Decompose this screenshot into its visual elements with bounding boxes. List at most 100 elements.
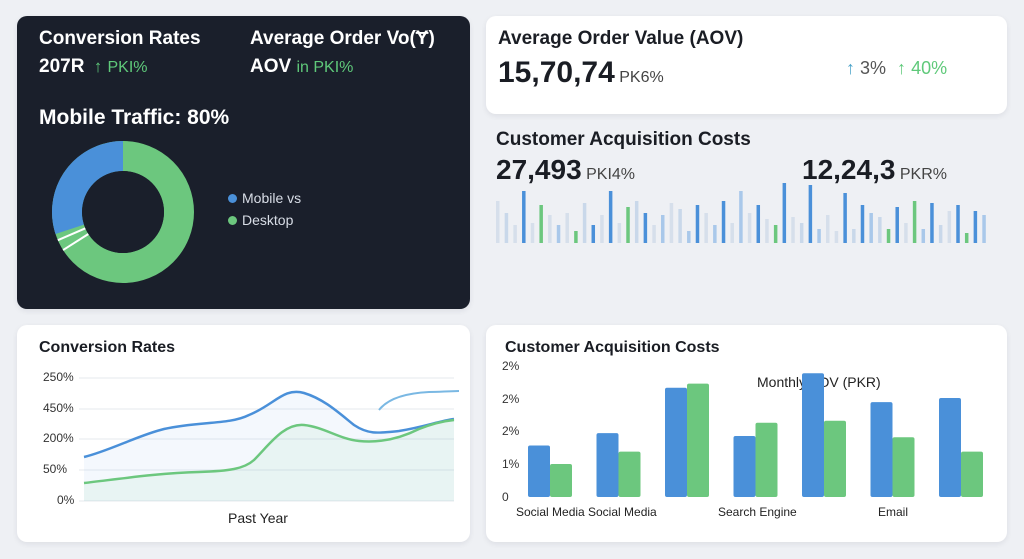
sparkbar — [696, 205, 700, 243]
category-label: Social Media — [516, 505, 585, 519]
aov-card-value-row: 15,70,74 PK6% — [498, 56, 664, 90]
mobile-traffic-donut — [51, 140, 195, 284]
sparkbar — [644, 213, 648, 243]
conversion-rates-value-row: 207R ↑ PKI% — [39, 56, 148, 78]
aov-card-value: 15,70,74 — [498, 56, 615, 89]
conversion-chart-xlabel: Past Year — [228, 510, 288, 526]
mobile-traffic-title: Mobile Traffic: 80% — [39, 106, 229, 130]
aov-value-dark: AOV — [250, 56, 291, 77]
sparkbar — [730, 223, 734, 243]
category-label: Social Media — [588, 505, 657, 519]
sparkbar — [583, 203, 587, 243]
bar-green — [824, 421, 846, 497]
sparkbar — [939, 225, 943, 243]
aov-card-deltas: ↑ 3% ↑ 40% — [846, 58, 947, 79]
sparkbar — [765, 219, 769, 243]
sparkbar — [574, 231, 578, 243]
sparkbar — [670, 203, 674, 243]
bar-blue — [802, 373, 824, 497]
aov-card-delta1: 3% — [860, 58, 886, 78]
sparkbar — [965, 233, 969, 243]
arrow-up-icon: ↑ — [94, 57, 103, 76]
sparkbar — [635, 201, 639, 243]
sparkbar — [722, 201, 726, 243]
aov-card: Average Order Value (AOV) 15,70,74 PK6% … — [486, 16, 1007, 114]
sparkbar — [817, 229, 821, 243]
conversion-chart-title: Conversion Rates — [39, 339, 175, 357]
sparkbar — [783, 183, 787, 243]
bar-blue — [734, 436, 756, 497]
sparkbar — [974, 211, 978, 243]
sparkbar — [678, 209, 682, 243]
sparkbar — [757, 205, 761, 243]
sparkbar — [774, 225, 778, 243]
sparkbar — [548, 215, 552, 243]
legend-desktop-label: Desktop — [242, 212, 293, 228]
cac-bar-chart-card: Customer Acquisition Costs Monthly AOV (… — [486, 325, 1007, 542]
sparkbar — [557, 225, 561, 243]
sparkbar — [539, 205, 543, 243]
legend-mobile-label: Mobile vs — [242, 190, 301, 206]
conversion-chart-card: Conversion Rates 250% 450% 200% 50% 0% P… — [17, 325, 470, 542]
y-tick-label: 0 — [502, 490, 509, 504]
cac-bar-chart: 2% 2% 2% 1% 0 Social Media Social Media Search … — [486, 325, 1007, 542]
bar-blue — [597, 433, 619, 497]
bar-blue — [939, 398, 961, 497]
y-tick-label: 2% — [502, 359, 520, 373]
sparkbar — [904, 223, 908, 243]
y-tick: 200% — [43, 431, 74, 445]
conversion-rates-delta: PKI% — [107, 59, 147, 76]
bar-green — [687, 384, 709, 497]
sparkbar — [505, 213, 509, 243]
sparkbar — [739, 191, 743, 243]
sparkbar — [878, 217, 882, 243]
sparkbar — [618, 223, 622, 243]
y-tick-label: 1% — [502, 457, 520, 471]
y-tick-label: 2% — [502, 424, 520, 438]
sparkbar — [861, 205, 865, 243]
sparkbar — [869, 213, 873, 243]
legend-mobile: Mobile vs — [228, 190, 301, 206]
arrow-up-icon: ↑ — [897, 58, 906, 78]
aov-card-delta2: 40% — [911, 58, 947, 78]
cac-top-title: Customer Acquisition Costs — [496, 129, 751, 151]
sparkbar — [531, 223, 535, 243]
sparkbar — [565, 213, 569, 243]
aov-card-title: Average Order Value (AOV) — [498, 28, 743, 50]
sparkbar — [791, 217, 795, 243]
y-tick: 0% — [57, 493, 74, 507]
arrow-up-icon: ↑ — [846, 58, 855, 78]
sparkbar — [704, 213, 708, 243]
sparkbar — [835, 231, 839, 243]
sparkbar — [826, 215, 830, 243]
sparkbar — [852, 229, 856, 243]
sparkbar — [626, 207, 630, 243]
sparkbar — [982, 215, 986, 243]
sparkbar — [687, 231, 691, 243]
category-label: Search Engine — [718, 505, 797, 519]
conversion-rates-title: Conversion Rates — [39, 28, 201, 50]
sparkbar — [748, 213, 752, 243]
y-tick: 50% — [43, 462, 67, 476]
conversion-line-chart — [79, 365, 459, 510]
sparkbar — [809, 185, 813, 243]
aov-delta-dark: in PKI% — [296, 59, 353, 76]
sparkbar — [661, 215, 665, 243]
series-blue-line-faint — [379, 391, 459, 410]
sparkbar — [913, 201, 917, 243]
bar-blue — [665, 388, 687, 497]
sparkbar — [522, 191, 526, 243]
aov-value-row-dark: AOV in PKI% — [250, 56, 353, 78]
bar-green — [619, 452, 641, 497]
bar-green — [756, 423, 778, 497]
sparkbar — [652, 225, 656, 243]
bar-blue — [871, 402, 893, 497]
cac-top-section: Customer Acquisition Costs 27,493 PKI4% … — [486, 122, 1007, 252]
bar-green — [961, 452, 983, 497]
sparkbar — [496, 201, 500, 243]
sparkbar — [592, 225, 596, 243]
cac-sparkbars — [486, 177, 1007, 245]
sparkbar — [887, 229, 891, 243]
legend-desktop: Desktop — [228, 212, 293, 228]
sparkbar — [956, 205, 960, 243]
